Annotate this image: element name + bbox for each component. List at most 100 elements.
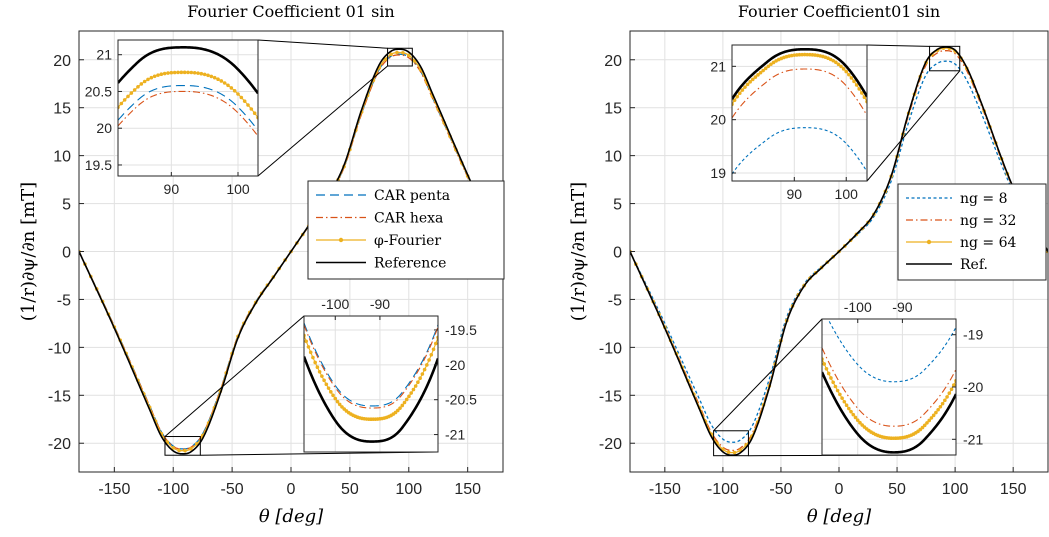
inset-series-point <box>858 420 862 425</box>
inset-series-point <box>822 362 827 366</box>
inset-series-point <box>416 380 420 385</box>
inset-series-point <box>226 83 230 88</box>
inset-series-point <box>860 91 864 95</box>
main-series-point <box>389 52 393 57</box>
y-tick-label: 5 <box>613 197 622 214</box>
y-axis-label: (1/r)∂ψ/∂n [mT] <box>568 182 589 321</box>
inset-series-line-car-penta <box>118 84 258 131</box>
inset-series-point <box>229 86 234 90</box>
main-series-line-ref- <box>630 46 1048 457</box>
inset-series-point <box>743 85 747 89</box>
inset-series-point <box>931 413 936 418</box>
inset-series-point <box>236 92 240 96</box>
inset-series-point <box>925 421 929 425</box>
inset-series-point <box>839 64 843 69</box>
inset-series-point <box>808 52 812 57</box>
inset-series-point <box>219 79 224 83</box>
inset-series-point <box>326 386 331 390</box>
inset-series-point <box>304 339 309 344</box>
inset-series-point <box>844 69 849 74</box>
inset-series-line-ng-8 <box>732 127 867 175</box>
inset-series-point <box>805 52 810 57</box>
x-tick-label: -150 <box>649 481 681 498</box>
inset-series-point <box>333 396 338 401</box>
x-tick-label: -150 <box>98 481 130 498</box>
y-tick-label: 20 <box>53 53 71 70</box>
inset-y-tick-label: -19 <box>963 327 983 343</box>
inset-series-point <box>797 52 802 57</box>
inset-series-point <box>212 75 217 80</box>
inset-series-point <box>242 99 247 103</box>
inset-series-point <box>420 372 425 376</box>
legend-label: Reference <box>374 256 446 272</box>
inset-series-group <box>304 322 438 443</box>
zoom-inset: 90 100 19 20 21 <box>710 44 868 202</box>
legend-label: CAR hexa <box>374 211 443 227</box>
x-tick-label: -100 <box>707 481 739 498</box>
inset-series-point <box>252 111 257 116</box>
inset-y-tick-label: 20 <box>710 112 726 128</box>
inset-y-tick-label: 21 <box>96 47 112 63</box>
y-tick-label: -10 <box>599 340 622 357</box>
inset-series-point <box>396 408 400 413</box>
legend: ng = 8 ng = 32 ng = 64 Ref. <box>897 183 1047 281</box>
inset-series-point <box>402 400 407 405</box>
inset-series-point <box>202 72 207 77</box>
y-tick-label: 20 <box>604 53 622 70</box>
inset-x-tick-label: -90 <box>892 299 912 315</box>
inset-series-point <box>119 101 124 106</box>
inset-series-point <box>232 89 237 93</box>
inset-series-point <box>331 393 335 398</box>
inset-series-point <box>795 53 799 57</box>
inset-x-tick-label: -100 <box>844 299 872 315</box>
inset-series-point <box>849 76 854 80</box>
inset-series-point <box>938 404 943 409</box>
inset-series-point <box>132 88 137 92</box>
inset-y-tick-label: -20.5 <box>445 392 477 408</box>
inset-series-line-ref- <box>822 371 956 454</box>
inset-series-point <box>844 403 849 408</box>
inset-series-point <box>320 374 324 378</box>
x-tick-label: 150 <box>1000 481 1027 498</box>
inset-y-tick-label: 20.5 <box>85 83 112 99</box>
inset-series-point <box>831 58 836 63</box>
inset-series-point <box>851 412 856 417</box>
zoom-region-box <box>929 45 961 72</box>
inset-series-point <box>835 388 840 393</box>
main-series-point <box>177 448 181 453</box>
zoom-inset: -100 -90 -19.5 -20 -20.5 -21 <box>303 296 477 453</box>
inset-series-point <box>862 95 867 100</box>
inset-x-tick-label: 90 <box>164 181 180 197</box>
inset-series-point <box>222 81 227 85</box>
inset-series-point <box>199 71 204 76</box>
inset-series-point <box>940 401 945 406</box>
zoom-inset: 90 100 19.5 20 20.5 21 <box>85 39 259 197</box>
inset-series-point <box>411 387 416 392</box>
legend-label: ng = 32 <box>960 213 1016 229</box>
inset-x-tick-label: 100 <box>226 181 250 197</box>
inset-series-point <box>149 75 154 80</box>
y-tick-label: 0 <box>62 245 71 262</box>
inset-series-point <box>146 77 150 82</box>
inset-series-point <box>800 52 804 57</box>
inset-series-point <box>239 95 244 100</box>
inset-series-point <box>758 70 763 75</box>
inset-series-point <box>766 64 771 69</box>
inset-series-point <box>407 394 411 399</box>
zoom-region-box <box>387 47 413 67</box>
inset-axes-box <box>117 39 259 177</box>
main-series-point <box>726 450 731 455</box>
inset-y-tick-label: 19 <box>710 165 726 181</box>
y-tick-label: 10 <box>53 149 71 166</box>
chart-title: Fourier Coefficient01 sin <box>738 2 940 21</box>
inset-series-point <box>840 396 844 400</box>
y-tick-label: 15 <box>53 101 71 118</box>
inset-series-point <box>169 70 174 75</box>
inset-series-point <box>413 384 418 388</box>
inset-series-point <box>753 75 758 79</box>
inset-plot-area <box>118 40 258 176</box>
inset-series-line-ng-32 <box>732 68 867 119</box>
inset-series-point <box>152 74 157 79</box>
x-tick-label: 100 <box>942 481 969 498</box>
